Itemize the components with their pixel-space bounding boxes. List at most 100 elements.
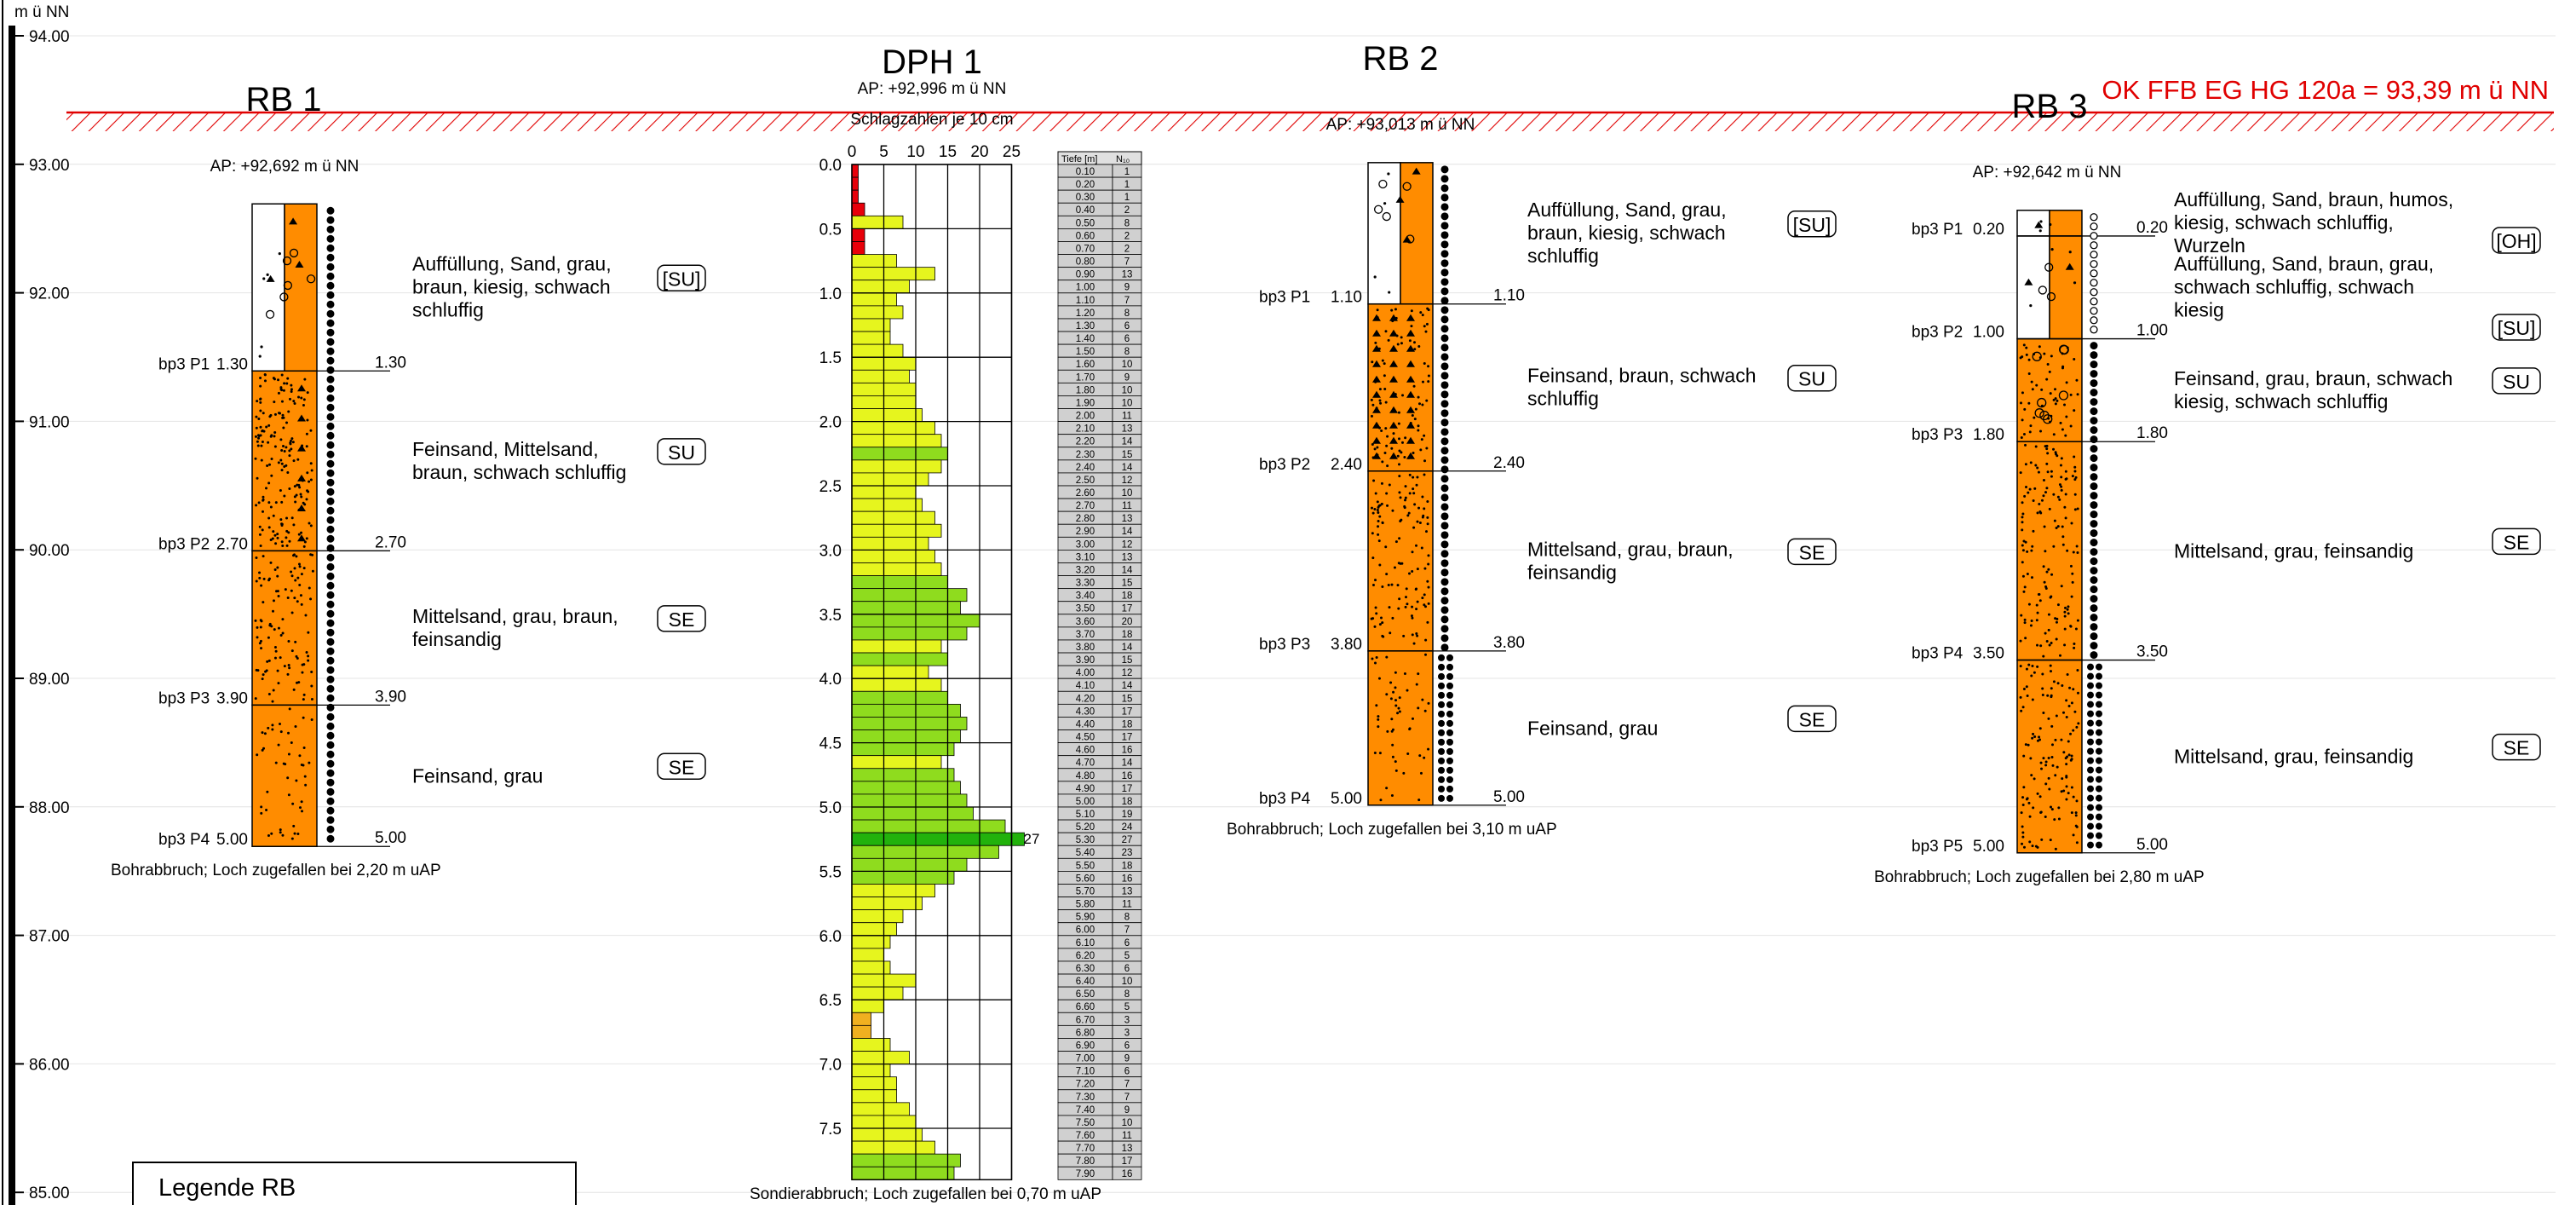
table-depth: 7.50 bbox=[1076, 1118, 1095, 1128]
sand-symbol bbox=[1385, 573, 1389, 576]
table-depth: 5.40 bbox=[1076, 848, 1095, 858]
moisture-dot bbox=[1440, 559, 1449, 568]
sand-symbol bbox=[256, 400, 259, 403]
sand-symbol bbox=[273, 628, 276, 631]
sand-symbol bbox=[1427, 374, 1430, 378]
sand-symbol bbox=[271, 724, 274, 727]
sand-symbol bbox=[2065, 381, 2068, 384]
moisture-dot bbox=[2087, 822, 2094, 830]
sand-symbol bbox=[1427, 380, 1430, 383]
sample-name: bp3 P2 bbox=[1259, 456, 1310, 474]
sand-symbol bbox=[1385, 655, 1389, 659]
sand-symbol bbox=[262, 601, 265, 604]
moisture-dot bbox=[326, 216, 335, 224]
sand-symbol bbox=[1415, 544, 1418, 547]
sand-symbol bbox=[291, 441, 295, 444]
table-depth: 1.20 bbox=[1076, 308, 1095, 319]
sand-symbol bbox=[273, 568, 277, 572]
dph-subtitle: Schlagzahlen je 10 cm bbox=[850, 111, 1013, 129]
gravel-symbol bbox=[2037, 397, 2047, 408]
sand-symbol bbox=[261, 528, 264, 532]
dph-depth-tick-label: 2.0 bbox=[819, 414, 842, 432]
sand-symbol bbox=[255, 504, 258, 507]
sand-symbol bbox=[2076, 619, 2079, 622]
moisture-dot bbox=[1446, 710, 1453, 718]
sand-symbol bbox=[1394, 308, 1397, 311]
soil-code: SU bbox=[1798, 368, 1826, 390]
sample-name: bp3 P2 bbox=[1912, 324, 1963, 342]
moisture-dot bbox=[2087, 691, 2094, 699]
sand-symbol bbox=[2067, 740, 2070, 743]
sand-symbol bbox=[1372, 479, 1376, 482]
dph-bar bbox=[851, 1140, 935, 1155]
moisture-dot bbox=[326, 797, 335, 805]
sand-symbol bbox=[1413, 348, 1417, 351]
sand-symbol bbox=[262, 555, 265, 558]
sand-symbol bbox=[259, 544, 262, 547]
sand-symbol bbox=[1398, 710, 1401, 713]
silt-symbol bbox=[297, 534, 306, 542]
sand-symbol bbox=[1388, 291, 1391, 294]
sand-symbol bbox=[1374, 341, 1377, 344]
table-depth: 0.80 bbox=[1076, 257, 1095, 268]
moisture-dot bbox=[1438, 663, 1445, 671]
moisture-dot bbox=[2087, 841, 2094, 849]
sand-symbol bbox=[2052, 680, 2056, 683]
dph-bar bbox=[851, 472, 929, 487]
layer-fill-orange bbox=[284, 203, 318, 372]
sand-symbol bbox=[2038, 795, 2042, 799]
sand-symbol bbox=[2050, 470, 2053, 473]
moisture-dot bbox=[326, 703, 335, 712]
sand-symbol bbox=[277, 626, 280, 630]
moisture-dot bbox=[2096, 794, 2102, 802]
moisture-dot bbox=[1438, 757, 1445, 764]
moisture-dot bbox=[2087, 729, 2094, 736]
sample-depth: 2.40 bbox=[1331, 456, 1362, 474]
sand-symbol bbox=[2071, 475, 2074, 478]
sand-symbol bbox=[269, 561, 273, 564]
sand-symbol bbox=[2062, 751, 2066, 754]
sand-symbol bbox=[2047, 717, 2050, 720]
sand-symbol bbox=[2022, 786, 2026, 789]
sand-symbol bbox=[2064, 516, 2067, 520]
table-blows: 8 bbox=[1124, 913, 1130, 923]
sand-symbol bbox=[288, 539, 291, 543]
sand-symbol bbox=[1418, 754, 1422, 758]
boundary-depth-label: 0.20 bbox=[2136, 219, 2168, 237]
moisture-dot bbox=[2090, 632, 2098, 641]
sand-symbol bbox=[1399, 520, 1402, 523]
table-depth: 1.40 bbox=[1076, 334, 1095, 344]
sand-symbol bbox=[1426, 620, 1429, 624]
sand-symbol bbox=[2060, 585, 2063, 588]
table-blows: 8 bbox=[1124, 308, 1130, 319]
sand-symbol bbox=[295, 555, 298, 558]
moisture-dot bbox=[2096, 691, 2102, 699]
sand-symbol bbox=[260, 444, 263, 447]
dph-bar bbox=[851, 176, 859, 191]
dph-bar bbox=[851, 1127, 923, 1142]
layer-description: Feinsand, Mittelsand, bbox=[412, 438, 599, 460]
sand-symbol bbox=[273, 445, 277, 448]
gravel-symbol bbox=[1373, 205, 1383, 214]
sand-symbol bbox=[2042, 494, 2045, 498]
sand-symbol bbox=[2070, 595, 2073, 598]
sand-symbol bbox=[309, 597, 313, 601]
moisture-dot bbox=[2090, 398, 2098, 406]
sand-symbol bbox=[2075, 378, 2079, 382]
sand-symbol bbox=[2024, 540, 2027, 544]
soil-code-box bbox=[2492, 528, 2541, 556]
sand-symbol bbox=[2038, 738, 2042, 741]
sand-symbol bbox=[2054, 847, 2057, 850]
moisture-dot bbox=[326, 253, 335, 262]
moisture-dot bbox=[1440, 437, 1449, 446]
moisture-dot bbox=[326, 834, 335, 843]
moisture-dot bbox=[326, 347, 335, 355]
table-blows: 13 bbox=[1122, 270, 1133, 280]
sand-symbol bbox=[2021, 574, 2025, 578]
sand-symbol bbox=[1417, 506, 1421, 510]
sand-symbol bbox=[1390, 583, 1394, 586]
boundary-depth-label: 5.00 bbox=[375, 829, 406, 847]
dph-bar bbox=[851, 447, 948, 461]
moisture-dot bbox=[2096, 729, 2102, 736]
table-blows: 11 bbox=[1122, 412, 1132, 422]
